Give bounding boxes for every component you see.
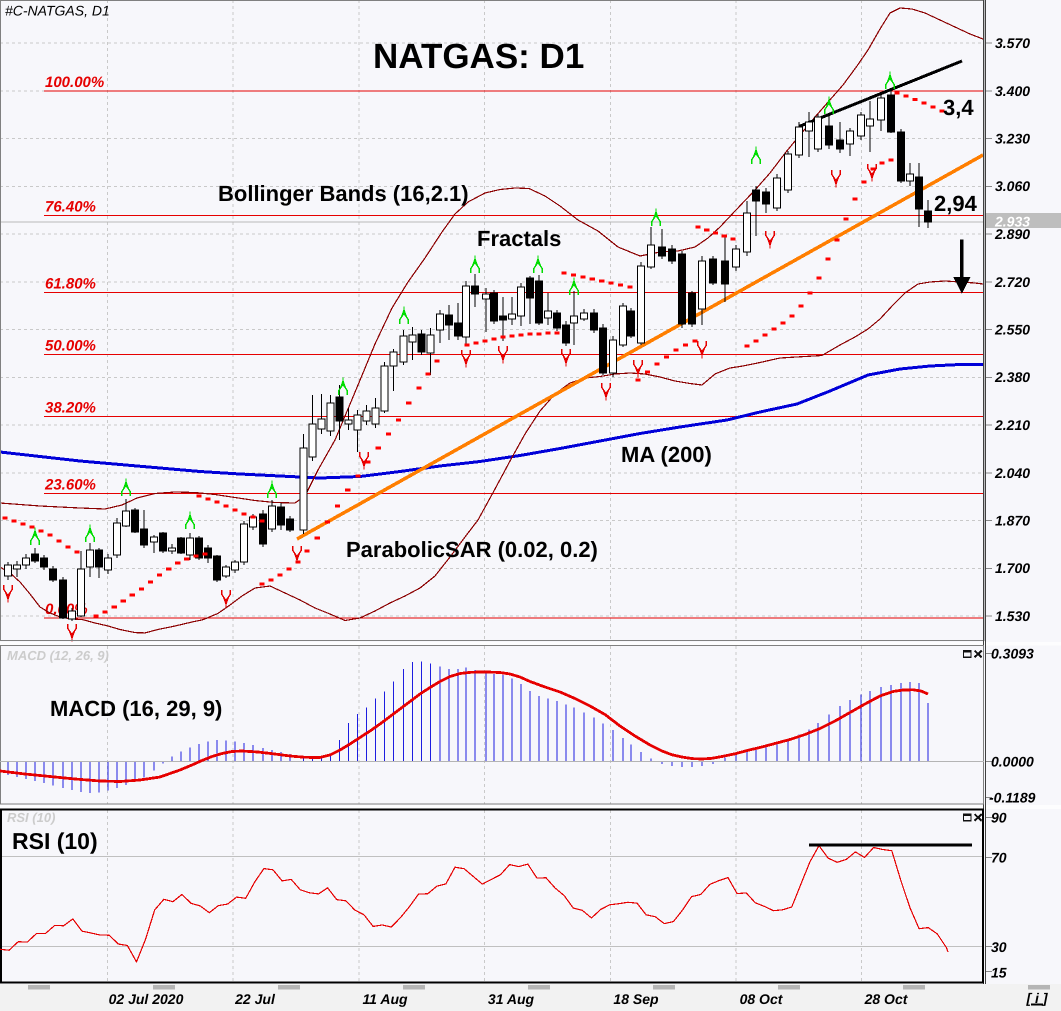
svg-text:-0.1189: -0.1189 xyxy=(989,790,1036,806)
svg-text:Fractals: Fractals xyxy=(477,226,561,251)
svg-text:2.550: 2.550 xyxy=(994,322,1030,338)
svg-text:NATGAS: D1: NATGAS: D1 xyxy=(373,37,584,76)
svg-text:RSI (10): RSI (10) xyxy=(7,810,55,825)
svg-text:1.700: 1.700 xyxy=(995,560,1030,576)
svg-text:22 Jul: 22 Jul xyxy=(234,991,276,1007)
svg-text:MACD (12, 26, 9): MACD (12, 26, 9) xyxy=(7,648,109,663)
svg-text:28 Oct: 28 Oct xyxy=(864,991,909,1007)
svg-text:2.040: 2.040 xyxy=(994,465,1030,481)
svg-text:15: 15 xyxy=(991,965,1007,981)
svg-text:90: 90 xyxy=(991,810,1007,826)
svg-text:RSI (10): RSI (10) xyxy=(12,828,98,854)
svg-text:18 Sep: 18 Sep xyxy=(613,991,659,1007)
svg-text:3.400: 3.400 xyxy=(995,83,1030,99)
svg-text:MA (200): MA (200) xyxy=(621,442,712,467)
svg-text:2.380: 2.380 xyxy=(994,369,1030,385)
svg-text:50.00%: 50.00% xyxy=(45,338,96,355)
svg-text:1.530: 1.530 xyxy=(995,608,1030,624)
svg-text:2,94: 2,94 xyxy=(934,191,978,216)
svg-text:1.870: 1.870 xyxy=(995,513,1030,529)
svg-text:38.20%: 38.20% xyxy=(45,400,96,417)
svg-text:08 Oct: 08 Oct xyxy=(740,991,784,1007)
svg-text:0.0000: 0.0000 xyxy=(991,754,1034,770)
svg-text:2.210: 2.210 xyxy=(994,417,1030,433)
svg-text:MACD (16, 29, 9): MACD (16, 29, 9) xyxy=(50,696,222,721)
svg-text:3,4: 3,4 xyxy=(943,95,974,120)
svg-text:ParabolicSAR (0.02, 0.2): ParabolicSAR (0.02, 0.2) xyxy=(346,537,598,562)
svg-text:2.890: 2.890 xyxy=(994,226,1030,242)
svg-text:3.230: 3.230 xyxy=(995,131,1030,147)
svg-text:31 Aug: 31 Aug xyxy=(488,991,535,1007)
svg-text:100.00%: 100.00% xyxy=(45,74,104,91)
svg-text:23.60%: 23.60% xyxy=(44,477,96,494)
svg-text:70: 70 xyxy=(991,850,1007,866)
svg-text:61.80%: 61.80% xyxy=(45,275,96,292)
svg-text:#C-NATGAS, D1: #C-NATGAS, D1 xyxy=(5,3,110,19)
svg-text:02 Jul 2020: 02 Jul 2020 xyxy=(109,991,184,1007)
svg-text:2.720: 2.720 xyxy=(994,274,1030,290)
svg-text:76.40%: 76.40% xyxy=(45,198,96,215)
svg-text:3.570: 3.570 xyxy=(995,35,1030,51)
svg-text:3.060: 3.060 xyxy=(995,178,1030,194)
svg-text:2.933: 2.933 xyxy=(994,214,1030,230)
svg-text:0.3093: 0.3093 xyxy=(991,646,1034,662)
svg-text:30: 30 xyxy=(991,939,1007,955)
svg-text:11 Aug: 11 Aug xyxy=(362,991,408,1007)
svg-text:Bollinger Bands (16,2.1): Bollinger Bands (16,2.1) xyxy=(218,181,469,206)
svg-text:[ i ]: [ i ] xyxy=(1026,990,1049,1006)
